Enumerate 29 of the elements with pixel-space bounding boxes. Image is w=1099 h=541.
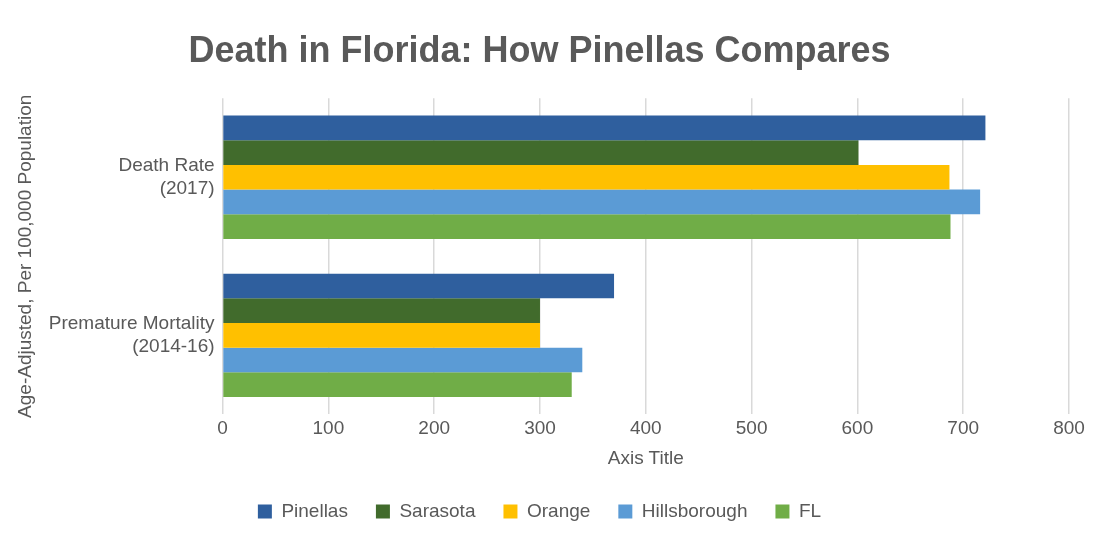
bar	[223, 214, 951, 239]
y-tick-label: Premature Mortality (2014-16)	[48, 312, 216, 356]
legend-label: FL	[798, 499, 822, 521]
chart-title: Death in Florida: How Pinellas Compares	[188, 28, 891, 70]
bar	[223, 140, 859, 165]
bar	[223, 372, 572, 398]
x-tick-label: 400	[629, 417, 662, 439]
x-axis-title: Axis Title	[607, 446, 684, 468]
legend-label: Hillsborough	[641, 499, 748, 521]
bar	[223, 298, 540, 324]
x-tick-label: 0	[217, 417, 228, 439]
x-tick-label: 500	[735, 417, 768, 439]
y-axis-title: Age-Adjusted, Per 100,000 Population	[13, 94, 35, 418]
bar	[223, 323, 540, 348]
legend-label: Pinellas	[281, 499, 348, 521]
x-tick-label: 100	[312, 417, 345, 439]
bar	[223, 164, 950, 190]
legend-label: Sarasota	[399, 499, 476, 521]
legend-label: Orange	[526, 499, 591, 521]
bar	[223, 115, 986, 141]
x-tick-label: 700	[947, 417, 980, 439]
x-tick-label: 200	[418, 417, 451, 439]
bar	[223, 273, 615, 299]
x-tick-label: 600	[841, 417, 874, 439]
bar	[223, 347, 583, 373]
y-tick-label: Death Rate (2017)	[118, 154, 215, 198]
x-tick-label: 800	[1053, 417, 1085, 439]
x-tick-label: 300	[524, 417, 556, 439]
bar	[223, 189, 981, 215]
